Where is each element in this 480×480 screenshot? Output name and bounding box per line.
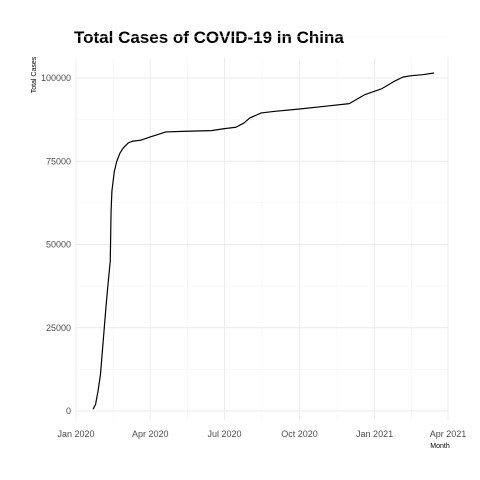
- x-axis: Jan 2020 Apr 2020 Jul 2020 Oct 2020 Jan 2021…: [57, 429, 466, 439]
- series-line: [93, 73, 434, 409]
- x-tick-label: Jan 2021: [356, 429, 393, 439]
- y-axis: 0 25000 50000 75000 100000: [41, 73, 71, 416]
- y-tick-label: 25000: [46, 323, 71, 333]
- y-tick-label: 75000: [46, 156, 71, 166]
- chart-title: Total Cases of COVID-19 in China: [74, 28, 344, 47]
- x-tick-label: Jan 2020: [57, 429, 94, 439]
- x-tick-label: Jul 2020: [207, 429, 241, 439]
- y-tick-label: 0: [66, 406, 71, 416]
- x-tick-label: Apr 2021: [430, 429, 467, 439]
- y-axis-title: Total Cases: [31, 56, 38, 93]
- x-axis-title: Month: [430, 443, 450, 450]
- series-layer: [92, 72, 435, 410]
- grid: [76, 36, 448, 420]
- y-tick-label: 100000: [41, 73, 71, 83]
- y-tick-label: 50000: [46, 240, 71, 250]
- x-tick-label: Oct 2020: [281, 429, 318, 439]
- x-tick-label: Apr 2020: [132, 429, 169, 439]
